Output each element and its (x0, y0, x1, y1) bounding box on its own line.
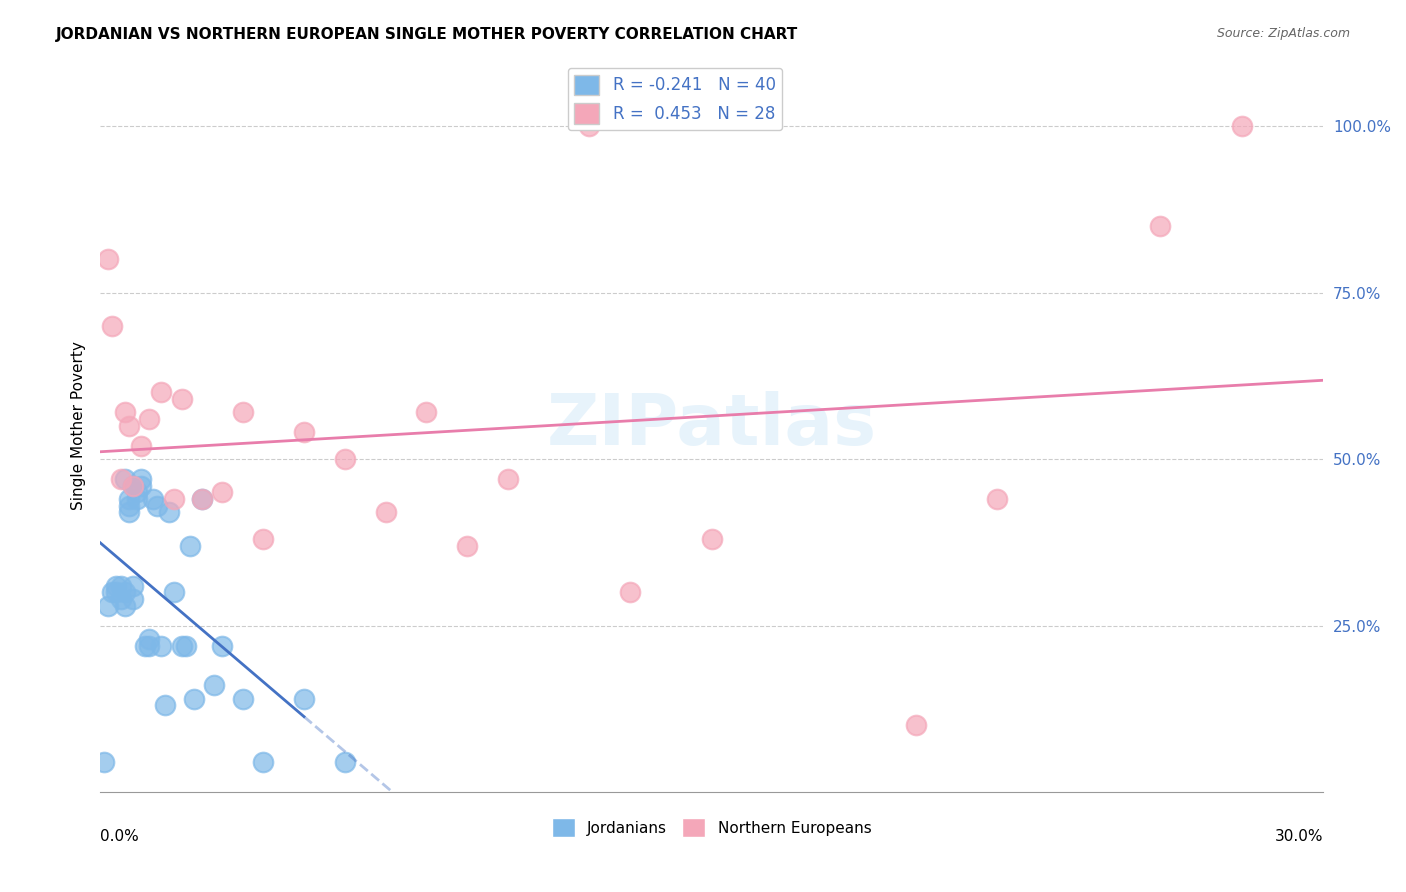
Point (118, 491, 141, 506)
Point (125, 491, 148, 506)
Point (105, 578, 128, 592)
Point (333, 755, 356, 769)
Point (202, 678, 225, 692)
Point (252, 755, 274, 769)
Point (129, 472, 152, 486)
Point (150, 385, 173, 400)
Point (211, 485, 233, 500)
Point (174, 639, 197, 653)
Point (191, 491, 214, 506)
Legend: Jordanians, Northern Europeans: Jordanians, Northern Europeans (546, 812, 877, 843)
Point (578, 119, 600, 133)
Point (110, 472, 132, 486)
Point (191, 491, 214, 506)
Point (142, 491, 165, 506)
Point (121, 479, 143, 493)
Point (97, 599, 120, 613)
Point (101, 585, 124, 599)
Point (986, 491, 1008, 506)
Point (619, 585, 641, 599)
Point (110, 591, 132, 606)
Point (232, 405, 254, 419)
Point (134, 639, 156, 653)
Point (292, 691, 315, 706)
Point (114, 472, 136, 486)
Point (118, 499, 141, 513)
Point (138, 632, 160, 646)
Text: ZIPatlas: ZIPatlas (547, 392, 877, 460)
Point (162, 585, 184, 599)
Point (162, 491, 184, 506)
Text: JORDANIAN VS NORTHERN EUROPEAN SINGLE MOTHER POVERTY CORRELATION CHART: JORDANIAN VS NORTHERN EUROPEAN SINGLE MO… (56, 27, 799, 42)
Text: Source: ZipAtlas.com: Source: ZipAtlas.com (1216, 27, 1350, 40)
Point (159, 505, 181, 519)
Point (155, 698, 177, 713)
Point (114, 585, 136, 599)
Point (121, 578, 143, 592)
Point (121, 479, 143, 493)
Point (170, 392, 193, 406)
Point (118, 505, 141, 519)
Point (110, 578, 132, 592)
Point (496, 472, 519, 486)
Point (183, 691, 205, 706)
Point (114, 405, 136, 419)
Point (146, 499, 169, 513)
Point (374, 505, 396, 519)
Point (114, 599, 136, 613)
Point (179, 539, 201, 553)
Point (1149, 219, 1171, 233)
Point (138, 412, 160, 426)
Point (129, 439, 152, 453)
Point (118, 418, 141, 433)
Point (138, 639, 160, 653)
Point (150, 639, 173, 653)
Point (252, 532, 274, 546)
Point (129, 479, 152, 493)
Point (333, 452, 356, 467)
Point (101, 318, 124, 333)
Point (105, 585, 128, 599)
Y-axis label: Single Mother Poverty: Single Mother Poverty (72, 342, 86, 510)
Point (700, 532, 723, 546)
Point (125, 485, 148, 500)
Text: 0.0%: 0.0% (100, 829, 139, 844)
Point (292, 425, 315, 440)
Point (415, 405, 437, 419)
Point (170, 639, 193, 653)
Point (904, 718, 927, 732)
Point (232, 691, 254, 706)
Point (97, 252, 120, 267)
Point (1230, 119, 1253, 133)
Point (121, 591, 143, 606)
Point (456, 539, 478, 553)
Point (93, 755, 115, 769)
Text: 30.0%: 30.0% (1275, 829, 1323, 844)
Point (211, 639, 233, 653)
